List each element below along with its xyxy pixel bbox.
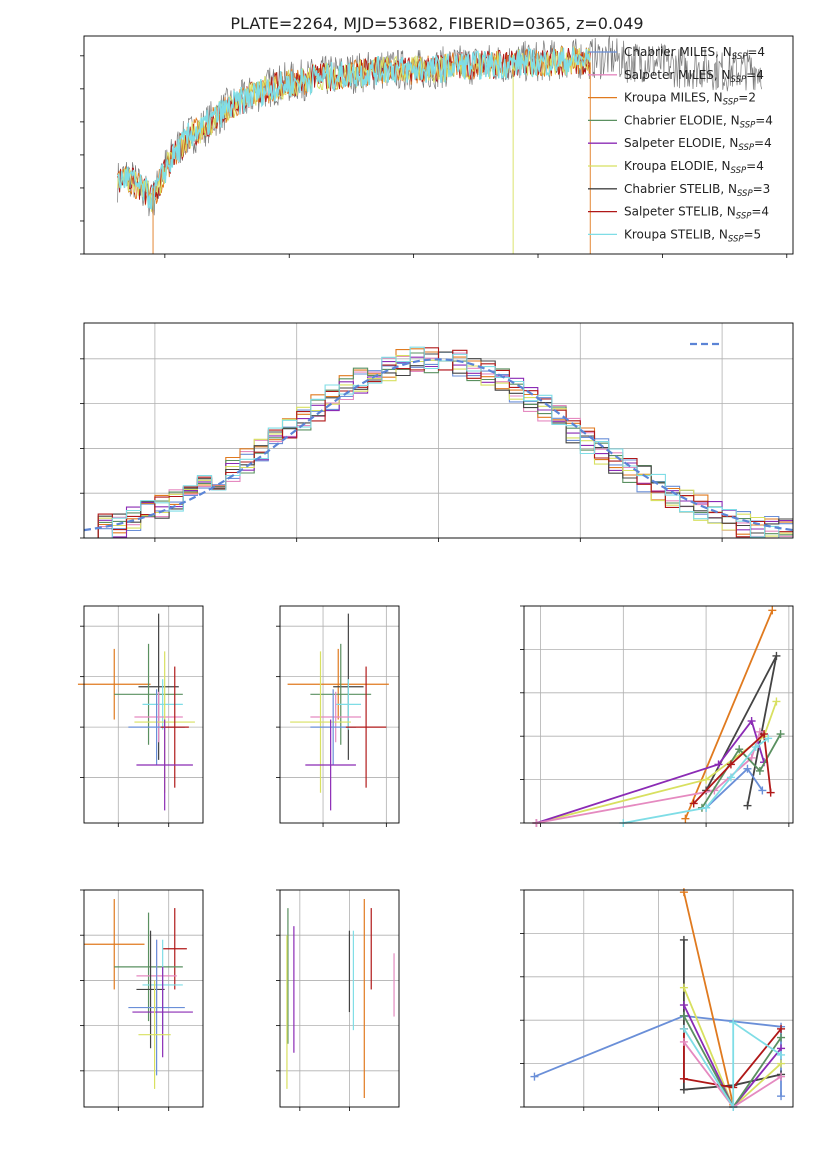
legend-label: Chabrier MILES, N xyxy=(624,45,732,59)
mass-weight-line xyxy=(534,1014,782,1097)
legend-label: Salpeter STELIB, N xyxy=(624,205,736,219)
mass-weight-line xyxy=(693,732,772,805)
legend-label: Chabrier STELIB, N xyxy=(624,182,737,196)
legend-suffix: =4 xyxy=(747,45,765,59)
axes-frame xyxy=(83,605,204,824)
residual-histogram-step xyxy=(84,346,793,539)
legend-subscript: SSP xyxy=(728,234,744,244)
mass-weight-line xyxy=(701,733,782,809)
legend-label: Salpeter MILES, N xyxy=(624,68,731,82)
axes-frame xyxy=(279,889,400,1108)
legend-subscript: SSP xyxy=(731,75,747,85)
legend-suffix: =4 xyxy=(751,205,769,219)
legend-label: Kroupa MILES, N xyxy=(624,91,723,105)
legend-entry: Salpeter ELODIE, NSSP=4 xyxy=(624,136,772,153)
legend-suffix: =4 xyxy=(754,136,772,150)
legend-suffix: =3 xyxy=(753,182,771,196)
legend-label: Kroupa ELODIE, N xyxy=(624,159,731,173)
model-spectrum-line xyxy=(117,46,591,210)
mass-weight-vs-age-panel xyxy=(520,605,794,827)
figure-title: PLATE=2264, MJD=53682, FIBERID=0365, z=0… xyxy=(230,14,643,33)
axes-frame xyxy=(523,889,794,1108)
normal-distribution-curve xyxy=(83,358,794,532)
legend-entry: Chabrier MILES, NSSP=4 xyxy=(624,45,765,62)
mass-weight-line xyxy=(536,719,765,824)
legend-subscript: SSP xyxy=(723,98,739,108)
legend-suffix: =4 xyxy=(746,159,764,173)
mass-weight-line xyxy=(683,891,735,1106)
mass-vs-metallicity-panel xyxy=(80,889,204,1111)
legend-label: Kroupa STELIB, N xyxy=(624,227,728,241)
legend-subscript: SSP xyxy=(740,120,756,130)
legend-subscript: SSP xyxy=(732,52,748,62)
mass-weight-vs-metallicity-panel xyxy=(520,888,794,1111)
age-vs-mass-panel xyxy=(276,605,400,827)
legend-entry: Chabrier STELIB, NSSP=3 xyxy=(624,182,770,199)
axes-frame xyxy=(83,889,204,1108)
legend-suffix: =4 xyxy=(755,113,773,127)
legend-suffix: =4 xyxy=(746,68,764,82)
legend-label: Chabrier ELODIE, N xyxy=(624,113,740,127)
legend-suffix: =5 xyxy=(744,227,762,241)
legend-entry: Salpeter MILES, NSSP=4 xyxy=(624,68,764,85)
mass-vs-extinction-panel xyxy=(276,889,400,1111)
legend-subscript: SSP xyxy=(731,166,747,176)
mass-weight-line xyxy=(536,731,761,824)
axes-frame xyxy=(523,605,794,824)
legend-subscript: SSP xyxy=(738,143,754,153)
legend-entry: Kroupa STELIB, NSSP=5 xyxy=(624,227,761,244)
mass-weight-line xyxy=(536,701,778,824)
legend-entry: Kroupa ELODIE, NSSP=4 xyxy=(624,159,764,176)
mass-weight-line xyxy=(684,609,774,820)
mass-weight-line xyxy=(683,1028,782,1089)
axes-frame xyxy=(83,322,794,539)
legend-entry: Chabrier ELODIE, NSSP=4 xyxy=(624,113,773,130)
age-vs-metallicity-panel xyxy=(77,605,204,827)
legend-label: Salpeter ELODIE, N xyxy=(624,136,738,150)
legend-entry: Salpeter STELIB, NSSP=4 xyxy=(624,205,769,222)
axes-frame xyxy=(279,605,400,824)
legend-subscript: SSP xyxy=(736,212,752,222)
legend-entry: Kroupa MILES, NSSP=2 xyxy=(624,91,756,108)
axes-frame xyxy=(83,35,794,255)
mass-weight-line xyxy=(683,1020,782,1111)
legend-subscript: SSP xyxy=(737,189,753,199)
residuals-histogram-panel xyxy=(80,322,794,542)
legend-suffix: =2 xyxy=(738,91,756,105)
